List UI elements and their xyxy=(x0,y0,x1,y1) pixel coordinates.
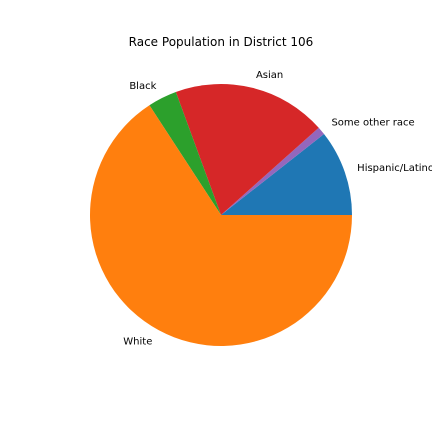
pie-slice-white xyxy=(90,105,353,346)
pie-slice-some-other-race xyxy=(221,127,324,215)
pie-slice-hispanic-latino xyxy=(221,134,352,215)
slice-label-hispanic-latino: Hispanic/Latino xyxy=(357,163,432,174)
slice-labels: Hispanic/Latino Some other race Asian Black… xyxy=(123,70,432,348)
slice-label-some-other-race: Some other race xyxy=(331,117,414,128)
pie-slice-asian xyxy=(175,84,319,216)
pie-slices xyxy=(90,84,353,346)
pie-slice-black xyxy=(149,92,221,215)
slice-label-asian: Asian xyxy=(256,70,283,81)
slice-label-white: White xyxy=(123,337,152,348)
chart-title: Race Population in District 106 xyxy=(129,35,314,49)
slice-label-black: Black xyxy=(129,81,156,92)
